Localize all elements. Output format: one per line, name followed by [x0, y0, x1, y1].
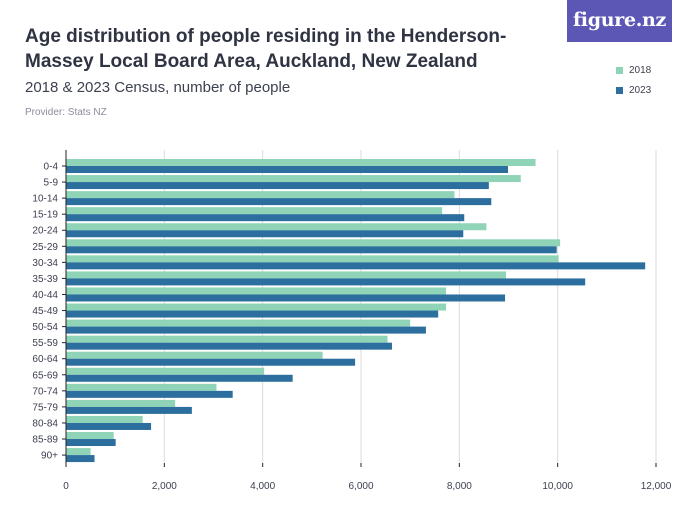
- bar-2023-0-4: [66, 166, 509, 173]
- chart-subtitle: 2018 & 2023 Census, number of people: [25, 79, 291, 96]
- x-tick-label: 0: [63, 481, 69, 492]
- y-tick-label: 10-14: [32, 194, 58, 205]
- y-tick-label: 25-29: [32, 242, 58, 253]
- y-tick-label: 60-64: [32, 354, 58, 365]
- x-tick-label: 4,000: [250, 481, 275, 492]
- bar-2018-30-34: [66, 255, 559, 263]
- y-tick-label: 75-79: [32, 402, 58, 413]
- y-tick-label: 70-74: [32, 386, 58, 397]
- bar-2023-55-59: [66, 342, 392, 350]
- x-tick-label: 12,000: [641, 481, 672, 492]
- bar-2023-80-84: [66, 422, 152, 430]
- y-tick-label: 90+: [41, 451, 58, 462]
- x-tick-label: 6,000: [348, 481, 373, 492]
- bar-2023-65-69: [66, 374, 293, 382]
- y-tick-label: 20-24: [32, 226, 58, 237]
- bar-2018-80-84: [66, 415, 143, 423]
- bar-2023-45-49: [66, 310, 439, 318]
- bar-2018-5-9: [66, 175, 521, 183]
- bar-2018-75-79: [66, 399, 176, 407]
- y-tick-label: 55-59: [32, 338, 58, 349]
- legend-item-2023: 2023: [616, 80, 651, 100]
- x-tick-label: 8,000: [447, 481, 472, 492]
- y-tick-label: 15-19: [32, 210, 58, 221]
- bar-2023-20-24: [66, 230, 464, 238]
- y-tick-label: 80-84: [32, 418, 58, 429]
- bar-2018-55-59: [66, 335, 388, 343]
- bar-2018-0-4: [66, 159, 536, 166]
- y-tick-label: 5-9: [44, 178, 59, 189]
- bar-2023-35-39: [66, 278, 586, 286]
- chart-title: Age distribution of people residing in t…: [25, 26, 507, 72]
- legend-item-2018: 2018: [616, 60, 651, 80]
- legend-label-2018: 2018: [629, 64, 652, 76]
- y-tick-label: 65-69: [32, 370, 58, 381]
- bar-2023-75-79: [66, 406, 192, 414]
- y-tick-label: 40-44: [32, 290, 58, 301]
- bar-2023-90+: [66, 455, 95, 463]
- y-tick-label: 85-89: [32, 435, 58, 446]
- bar-2018-70-74: [66, 383, 217, 391]
- legend-swatch-2018: [616, 66, 623, 74]
- figure-nz-logo[interactable]: figure.nz: [567, 0, 672, 42]
- bar-2023-70-74: [66, 390, 233, 398]
- bar-2023-60-64: [66, 358, 356, 366]
- bar-2018-25-29: [66, 239, 561, 247]
- legend-swatch-2023: [616, 86, 623, 94]
- bar-2018-20-24: [66, 223, 487, 231]
- y-tick-label: 35-39: [32, 274, 58, 285]
- bar-2018-60-64: [66, 351, 323, 359]
- bar-2018-65-69: [66, 367, 265, 375]
- bar-2018-85-89: [66, 432, 114, 440]
- bar-2023-15-19: [66, 214, 465, 222]
- bar-2023-25-29: [66, 246, 557, 254]
- legend-label-2023: 2023: [629, 84, 652, 96]
- bar-2023-30-34: [66, 262, 646, 270]
- bar-2018-35-39: [66, 271, 507, 279]
- chart-legend: 2018 2023: [616, 60, 651, 100]
- x-tick-label: 2,000: [152, 481, 177, 492]
- bar-2018-10-14: [66, 191, 455, 199]
- bar-2023-50-54: [66, 326, 426, 334]
- bar-2023-5-9: [66, 182, 489, 190]
- bar-2023-40-44: [66, 294, 506, 302]
- y-tick-label: 30-34: [32, 258, 58, 269]
- bar-2023-10-14: [66, 198, 492, 206]
- y-tick-label: 45-49: [32, 306, 58, 317]
- bar-2018-40-44: [66, 287, 447, 295]
- bar-2023-85-89: [66, 439, 116, 447]
- x-tick-label: 10,000: [542, 481, 573, 492]
- provider-label: Provider: Stats NZ: [25, 107, 107, 118]
- bar-2018-15-19: [66, 207, 443, 215]
- bar-2018-50-54: [66, 319, 411, 327]
- y-tick-label: 0-4: [44, 162, 59, 173]
- bar-2018-90+: [66, 448, 91, 456]
- y-tick-label: 50-54: [32, 322, 58, 333]
- bar-2018-45-49: [66, 303, 447, 311]
